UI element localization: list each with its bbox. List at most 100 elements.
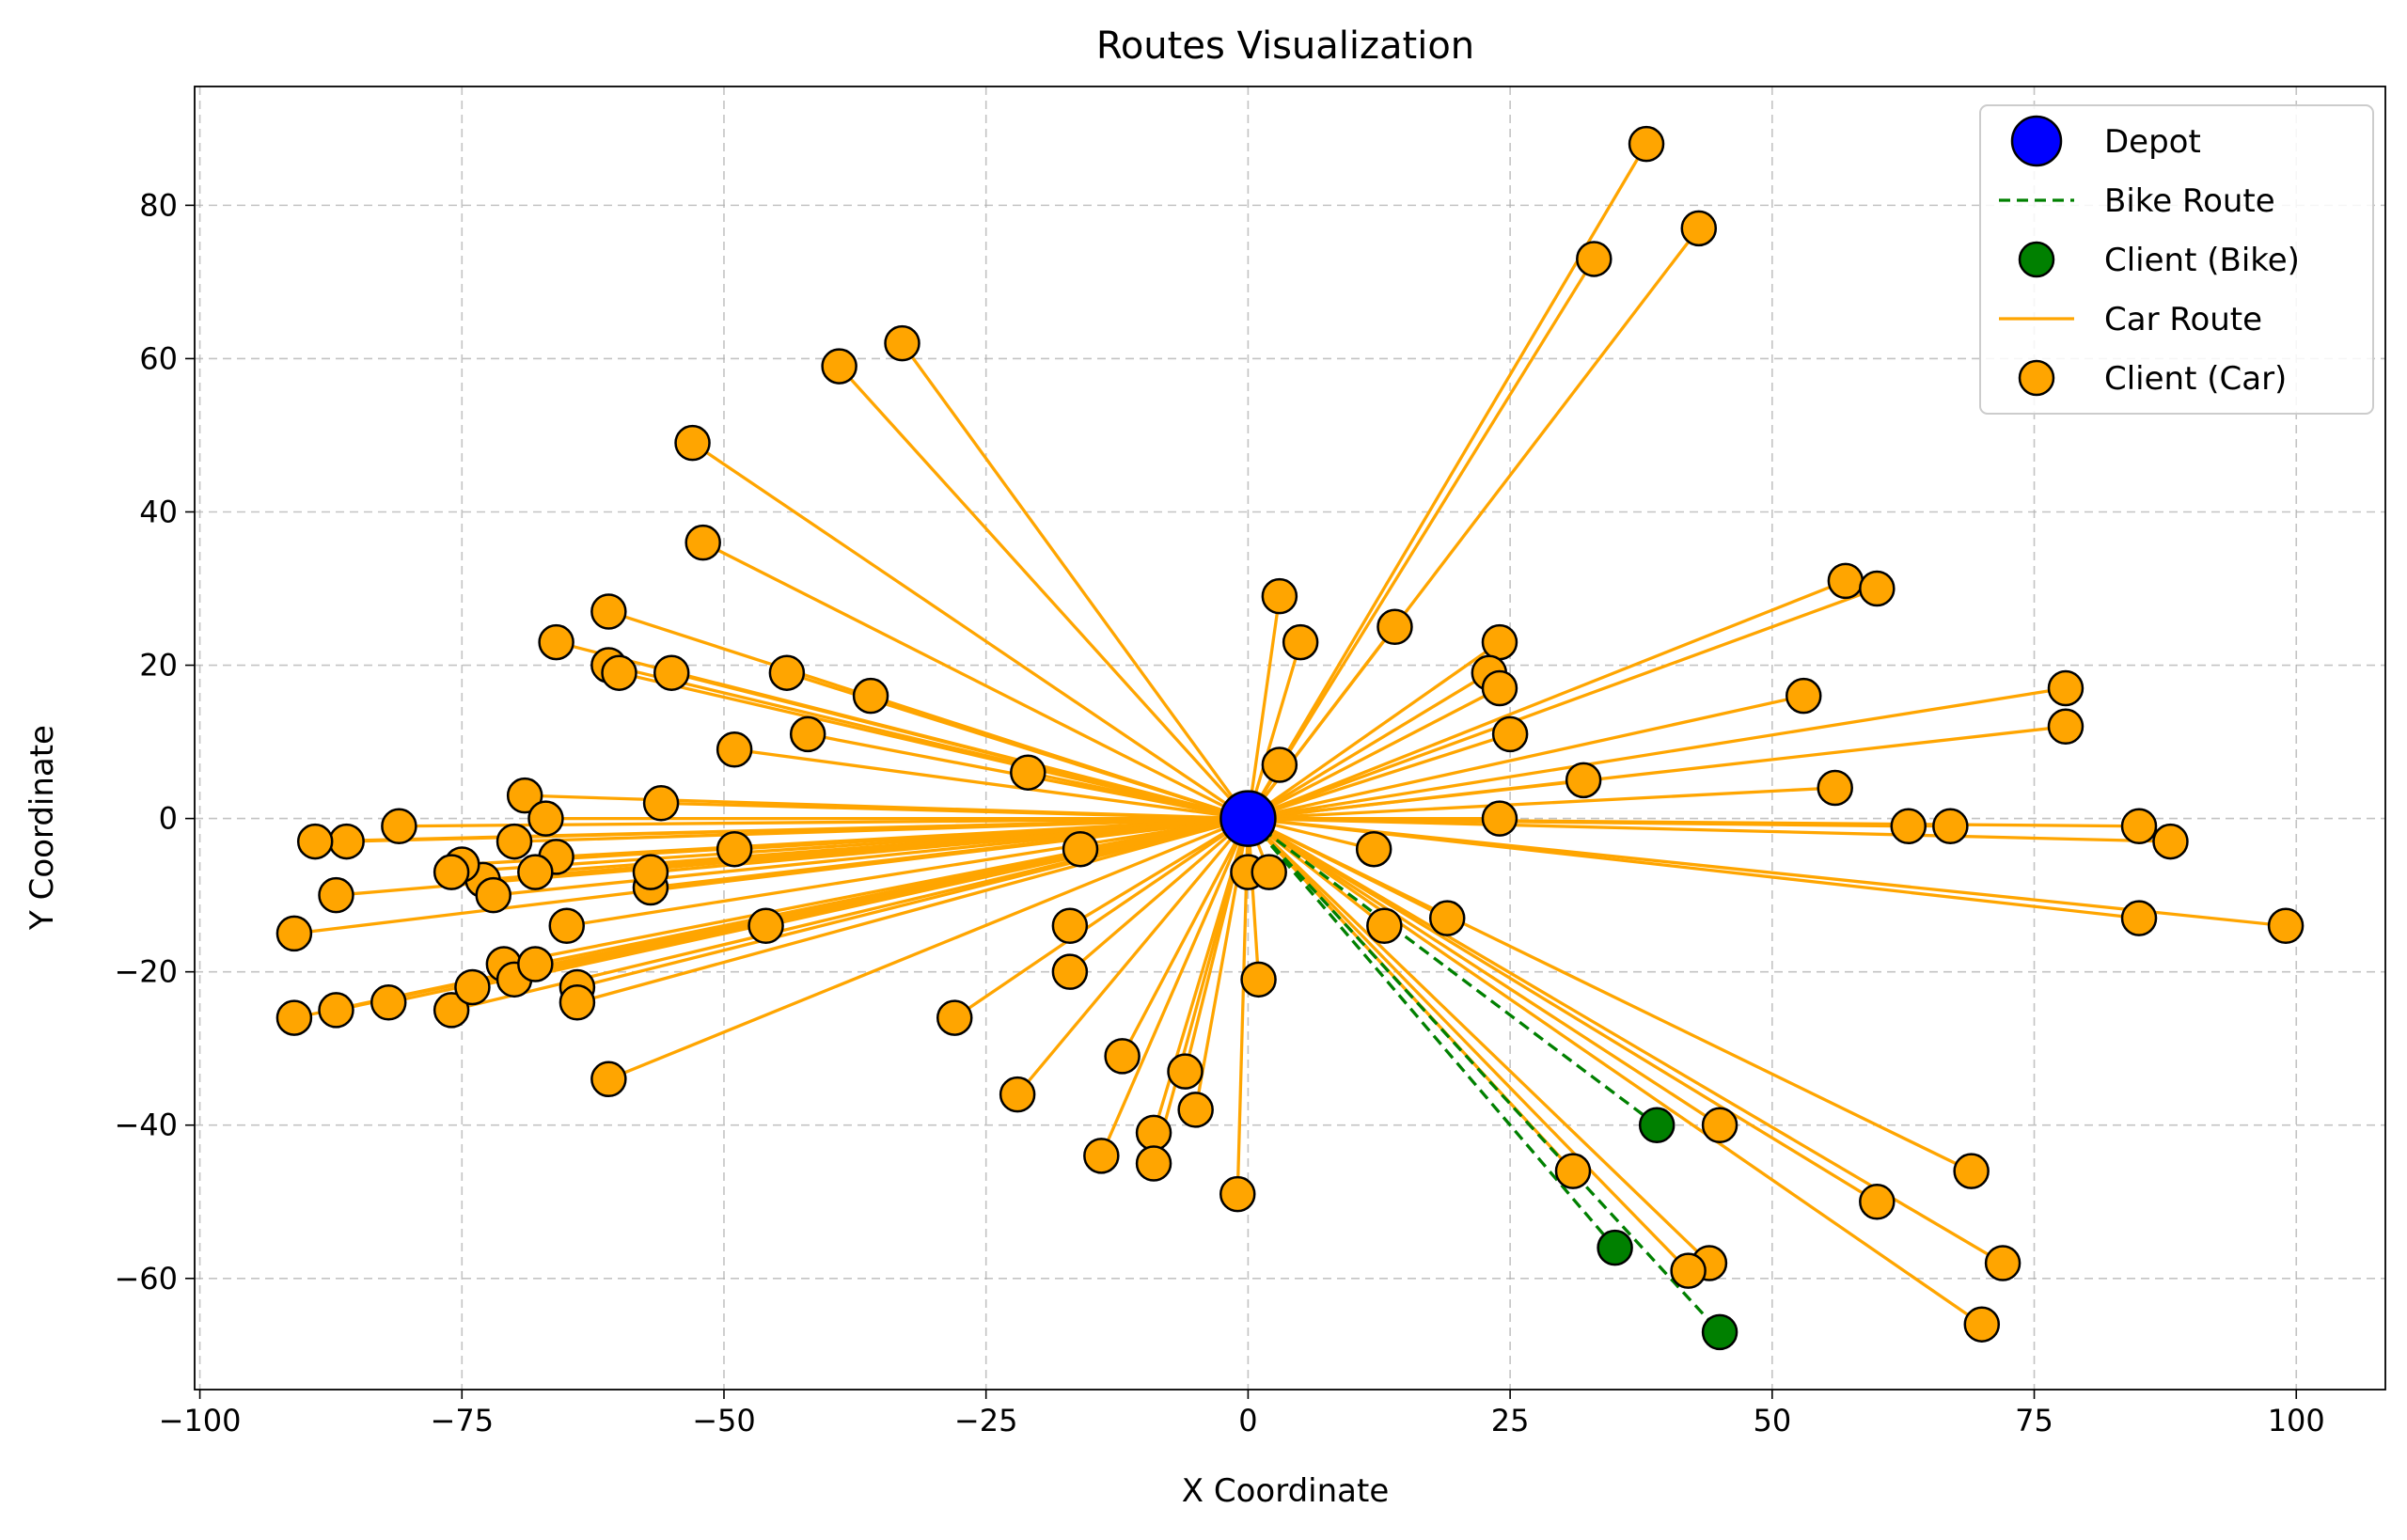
car-route-line bbox=[670, 671, 1249, 821]
car-route-line bbox=[1247, 817, 1879, 1203]
car-client-point bbox=[1219, 1175, 1256, 1213]
car-route-line bbox=[1246, 595, 1282, 819]
legend-depot-marker bbox=[2010, 115, 2063, 167]
car-client-point bbox=[1104, 1038, 1141, 1075]
car-route-line bbox=[1247, 625, 1396, 820]
x-tick-label: −25 bbox=[954, 1403, 1018, 1438]
axes-frame bbox=[194, 86, 2386, 1391]
car-route-line bbox=[1027, 771, 1249, 821]
x-tick-label: 75 bbox=[2015, 1403, 2053, 1438]
car-client-point bbox=[642, 785, 680, 822]
car-client-point bbox=[328, 823, 365, 860]
car-route-line bbox=[734, 816, 1249, 851]
car-route-line bbox=[1247, 640, 1501, 820]
car-client-point bbox=[1670, 1252, 1707, 1289]
car-client-point bbox=[2267, 907, 2305, 944]
car-route-line bbox=[733, 747, 1249, 821]
car-route-line bbox=[1247, 671, 1490, 821]
car-client-point bbox=[1817, 769, 1853, 807]
legend-label: Car Route bbox=[2104, 301, 2262, 338]
legend: Depot Bike Route Client (Bike) Car Route Cli… bbox=[1979, 104, 2374, 415]
car-client-point bbox=[1010, 754, 1046, 791]
car-client-point bbox=[1859, 570, 1896, 607]
legend-box bbox=[1979, 104, 2374, 415]
y-tick-label: 60 bbox=[139, 340, 178, 376]
car-client-point bbox=[506, 777, 543, 814]
x-tick-label: 0 bbox=[1238, 1403, 1257, 1438]
car-client-point bbox=[1355, 830, 1392, 868]
car-route-line bbox=[1247, 258, 1596, 820]
car-client-point bbox=[1051, 953, 1089, 990]
y-tick-label: −60 bbox=[114, 1261, 178, 1296]
bike-client-point bbox=[1638, 1107, 1675, 1143]
car-client-point bbox=[275, 999, 313, 1036]
car-client-point bbox=[789, 715, 826, 753]
car-client-point bbox=[2152, 823, 2189, 860]
car-client-point bbox=[1963, 1306, 2001, 1343]
bike-client-point bbox=[1701, 1313, 1738, 1351]
car-client-point bbox=[1890, 808, 1927, 845]
car-route-line bbox=[1247, 817, 1721, 1127]
client-points bbox=[275, 125, 2305, 1351]
car-route-line bbox=[870, 694, 1249, 821]
x-tick-label: −50 bbox=[692, 1403, 756, 1438]
car-client-point bbox=[1167, 1053, 1204, 1090]
car-client-point bbox=[1251, 854, 1287, 890]
car-client-point bbox=[517, 946, 554, 982]
car-client-point bbox=[1786, 677, 1822, 715]
car-client-point bbox=[275, 915, 313, 952]
car-route-line bbox=[619, 671, 1249, 821]
legend-label: Client (Bike) bbox=[2104, 242, 2300, 279]
car-client-point bbox=[538, 623, 574, 661]
car-client-point bbox=[590, 593, 627, 630]
car-client-point bbox=[1554, 1153, 1592, 1189]
car-route-line bbox=[838, 365, 1250, 820]
car-route-line bbox=[765, 816, 1249, 928]
car-client-point bbox=[1565, 762, 1602, 799]
car-route-line bbox=[1247, 817, 1690, 1272]
x-tick-label: 100 bbox=[2268, 1403, 2325, 1438]
car-route-line bbox=[315, 816, 1249, 843]
bike-route-line bbox=[1247, 817, 1722, 1333]
car-route-line bbox=[1015, 817, 1250, 1096]
car-client-point bbox=[1481, 623, 1518, 661]
car-client-point bbox=[433, 854, 470, 890]
x-tick-label: 50 bbox=[1753, 1403, 1791, 1438]
car-client-point bbox=[999, 1076, 1036, 1113]
car-route-line bbox=[691, 441, 1250, 820]
car-client-point bbox=[1481, 669, 1518, 707]
car-client-point bbox=[1953, 1153, 1990, 1189]
car-client-point bbox=[632, 854, 669, 890]
car-client-point bbox=[454, 968, 491, 1006]
car-route-line bbox=[1099, 817, 1250, 1156]
car-client-point bbox=[2047, 708, 2084, 746]
car-client-point bbox=[1428, 900, 1466, 936]
car-route-line bbox=[1248, 694, 1804, 821]
car-client-point bbox=[2120, 808, 2158, 845]
legend-label: Bike Route bbox=[2104, 182, 2275, 220]
depot-point bbox=[1219, 790, 1277, 847]
car-route-line bbox=[1247, 579, 1847, 821]
car-client-point bbox=[1481, 800, 1518, 837]
car-route-line bbox=[1248, 816, 2287, 928]
legend-label: Client (Car) bbox=[2104, 360, 2287, 398]
car-route-line bbox=[576, 817, 1249, 989]
y-tick-label: −20 bbox=[114, 954, 178, 990]
car-route-line bbox=[701, 541, 1250, 821]
car-client-point bbox=[674, 424, 711, 462]
car-route-line bbox=[1248, 686, 2067, 821]
car-route-line bbox=[1248, 816, 2171, 843]
car-route-line bbox=[1247, 817, 1983, 1327]
car-client-point bbox=[653, 654, 690, 691]
car-client-point bbox=[1701, 1107, 1738, 1143]
chart-title: Routes Visualization bbox=[1096, 24, 1474, 68]
car-client-point bbox=[527, 800, 564, 837]
y-tick-label: 40 bbox=[139, 494, 178, 529]
car-route-line bbox=[1121, 817, 1250, 1058]
car-client-point bbox=[1261, 577, 1298, 615]
car-route-line bbox=[1068, 817, 1250, 973]
car-client-point bbox=[1827, 562, 1864, 600]
car-client-point bbox=[496, 823, 533, 860]
y-tick-label: 80 bbox=[139, 187, 178, 223]
